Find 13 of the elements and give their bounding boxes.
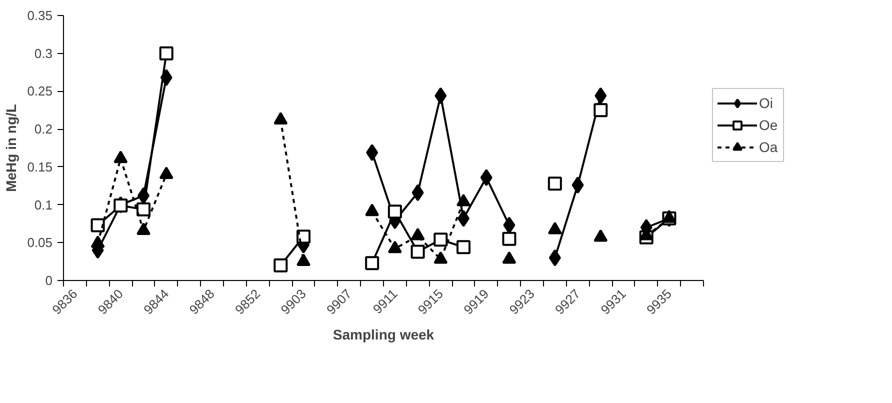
y-tick-label: 0.25: [27, 84, 53, 99]
y-tick-label: 0.05: [27, 235, 53, 250]
y-tick-label: 0.35: [27, 8, 53, 23]
x-axis-title: Sampling week: [332, 326, 434, 342]
legend-label: Oa: [759, 139, 779, 155]
y-tick-label: 0.1: [34, 197, 53, 212]
y-tick-label: 0.15: [27, 159, 53, 174]
y-tick-label: 0: [45, 273, 53, 288]
legend-label: Oi: [759, 95, 774, 111]
y-tick-label: 0.2: [34, 122, 53, 137]
legend-label: Oe: [759, 117, 779, 133]
y-tick-label: 0.3: [34, 46, 53, 61]
y-axis-title: MeHg in ng/L: [3, 104, 20, 192]
